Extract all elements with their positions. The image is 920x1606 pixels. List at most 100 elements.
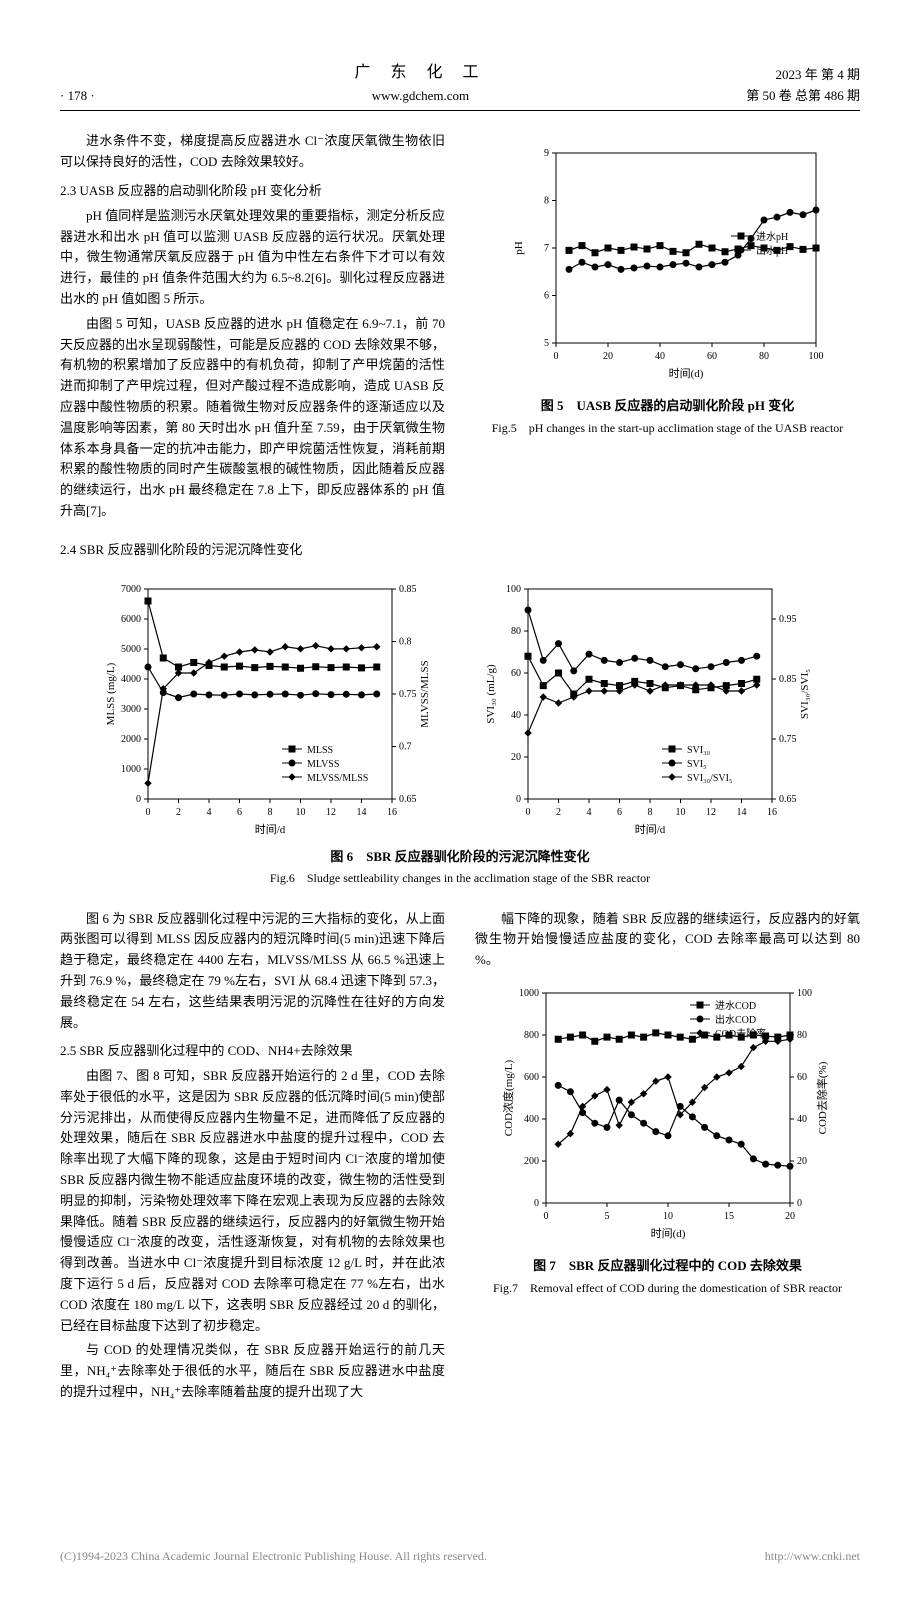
chart-fig6-left: 0246810121416010002000300040005000600070… <box>100 579 440 839</box>
svg-text:时间/d: 时间/d <box>255 823 286 836</box>
fig6-caption-cn: 图 6 SBR 反应器驯化阶段的污泥沉降性变化 <box>60 847 860 868</box>
svg-text:5: 5 <box>604 1211 609 1222</box>
svg-text:0: 0 <box>516 794 521 805</box>
svg-text:100: 100 <box>808 351 823 362</box>
svg-text:SVI₃₀ (mL/g): SVI₃₀ (mL/g) <box>485 664 497 724</box>
svg-text:20: 20 <box>603 351 613 362</box>
figure-6-charts: 0246810121416010002000300040005000600070… <box>60 579 860 839</box>
journal-title: 广 东 化 工 <box>95 60 747 86</box>
svg-text:20: 20 <box>797 1156 807 1167</box>
svg-text:1000: 1000 <box>519 988 539 999</box>
svg-text:6: 6 <box>544 291 549 302</box>
svg-text:600: 600 <box>524 1072 539 1083</box>
svg-text:0: 0 <box>136 794 141 805</box>
svg-text:14: 14 <box>737 807 747 818</box>
svg-text:8: 8 <box>268 807 273 818</box>
svg-text:100: 100 <box>797 988 812 999</box>
fig7-caption-cn: 图 7 SBR 反应器驯化过程中的 COD 去除效果 <box>475 1256 860 1277</box>
copyright: (C)1994-2023 China Academic Journal Elec… <box>60 1547 487 1566</box>
svg-text:2000: 2000 <box>121 734 141 745</box>
para3: 由图 5 可知，UASB 反应器的进水 pH 值稳定在 6.9~7.1，前 70… <box>60 314 445 522</box>
svg-text:进水pH: 进水pH <box>756 231 788 243</box>
vol-total: 第 50 卷 总第 486 期 <box>746 86 860 107</box>
svg-text:0.75: 0.75 <box>779 734 797 745</box>
svg-text:0: 0 <box>534 1198 539 1209</box>
para2: pH 值同样是监测污水厌氧处理效果的重要指标，测定分析反应器进水和出水 pH 值… <box>60 206 445 310</box>
fig6-captions: 图 6 SBR 反应器驯化阶段的污泥沉降性变化 Fig.6 Sludge set… <box>60 847 860 889</box>
svg-text:0: 0 <box>543 1211 548 1222</box>
svg-text:0.65: 0.65 <box>779 794 797 805</box>
svg-text:2: 2 <box>556 807 561 818</box>
svg-text:40: 40 <box>655 351 665 362</box>
svg-text:0: 0 <box>146 807 151 818</box>
svg-text:0: 0 <box>797 1198 802 1209</box>
svg-text:4000: 4000 <box>121 674 141 685</box>
svg-text:6: 6 <box>617 807 622 818</box>
svg-text:2: 2 <box>176 807 181 818</box>
svg-text:6000: 6000 <box>121 614 141 625</box>
sec23-title: 2.3 UASB 反应器的启动驯化阶段 pH 变化分析 <box>60 181 445 202</box>
svg-text:0.75: 0.75 <box>399 689 417 700</box>
svg-text:60: 60 <box>511 668 521 679</box>
fig7-caption-en: Fig.7 Removal effect of COD during the d… <box>475 1279 860 1298</box>
svg-text:时间(d): 时间(d) <box>650 1227 685 1240</box>
svg-text:60: 60 <box>797 1072 807 1083</box>
svg-text:0.85: 0.85 <box>779 674 797 685</box>
svg-text:0.85: 0.85 <box>399 584 417 595</box>
svg-text:12: 12 <box>706 807 716 818</box>
svg-text:400: 400 <box>524 1114 539 1125</box>
svg-text:20: 20 <box>511 752 521 763</box>
svg-text:9: 9 <box>544 148 549 159</box>
sec25-title: 2.5 SBR 反应器驯化过程中的 COD、NH4+去除效果 <box>60 1041 445 1062</box>
svg-text:1000: 1000 <box>121 764 141 775</box>
svg-text:0.65: 0.65 <box>399 794 417 805</box>
svg-text:COD去除率(%): COD去除率(%) <box>815 1061 829 1134</box>
sec24-title: 2.4 SBR 反应器驯化阶段的污泥沉降性变化 <box>60 540 445 561</box>
para7: 幅下降的现象，随着 SBR 反应器的继续运行，反应器内的好氧微生物开始慢慢适应盐… <box>475 909 860 971</box>
svg-text:进水COD: 进水COD <box>715 1000 756 1012</box>
svg-text:12: 12 <box>326 807 336 818</box>
svg-text:MLSS: MLSS <box>307 745 333 756</box>
right-column-top: 02040608010056789时间(d)pH进水pH出水pH 图 5 UAS… <box>475 131 860 564</box>
svg-text:4: 4 <box>587 807 592 818</box>
svg-text:SVI₃₀/SVI₅: SVI₃₀/SVI₅ <box>687 773 732 784</box>
svg-text:SVI₃₀/SVI₅: SVI₃₀/SVI₅ <box>799 668 811 718</box>
svg-text:40: 40 <box>511 710 521 721</box>
svg-text:8: 8 <box>648 807 653 818</box>
footer: (C)1994-2023 China Academic Journal Elec… <box>60 1547 860 1566</box>
svg-text:100: 100 <box>506 584 521 595</box>
svg-text:0: 0 <box>526 807 531 818</box>
chart-fig6-right: 0 2 4 6 8 10 12 14 16 0 20 40 60 80 100 0.65 0.75 0.85 0.9… <box>480 579 820 839</box>
para5: 由图 7、图 8 可知，SBR 反应器开始运行的 2 d 里，COD 去除率处于… <box>60 1066 445 1336</box>
svg-text:8: 8 <box>544 196 549 207</box>
journal-url: www.gdchem.com <box>95 86 747 107</box>
svg-text:3000: 3000 <box>121 704 141 715</box>
page-header: · 178 · 广 东 化 工 www.gdchem.com 2023 年 第 … <box>60 60 860 111</box>
svg-text:SVI₅: SVI₅ <box>687 759 707 770</box>
svg-text:0.95: 0.95 <box>779 614 797 625</box>
svg-text:10: 10 <box>296 807 306 818</box>
svg-text:MLVSS/MLSS: MLVSS/MLSS <box>419 660 431 727</box>
svg-text:80: 80 <box>511 626 521 637</box>
svg-text:COD浓度(mg/L): COD浓度(mg/L) <box>501 1059 515 1136</box>
svg-text:800: 800 <box>524 1030 539 1041</box>
svg-text:10: 10 <box>676 807 686 818</box>
svg-text:时间(d): 时间(d) <box>668 367 703 380</box>
svg-text:MLVSS/MLSS: MLVSS/MLSS <box>307 773 368 784</box>
year-issue: 2023 年 第 4 期 <box>746 65 860 86</box>
svg-text:16: 16 <box>767 807 777 818</box>
svg-text:200: 200 <box>524 1156 539 1167</box>
svg-text:20: 20 <box>785 1211 795 1222</box>
journal-header: 广 东 化 工 www.gdchem.com <box>95 60 747 106</box>
fig6-caption-en: Fig.6 Sludge settleability changes in th… <box>60 869 860 888</box>
svg-text:80: 80 <box>759 351 769 362</box>
chart-fig5: 02040608010056789时间(d)pH进水pH出水pH <box>508 143 828 383</box>
figure-5: 02040608010056789时间(d)pH进水pH出水pH 图 5 UAS… <box>475 143 860 438</box>
svg-text:60: 60 <box>707 351 717 362</box>
svg-text:0.8: 0.8 <box>399 636 412 647</box>
svg-text:pH: pH <box>513 242 525 256</box>
svg-text:14: 14 <box>357 807 367 818</box>
svg-text:MLSS (mg/L): MLSS (mg/L) <box>105 662 117 725</box>
svg-text:4: 4 <box>207 807 212 818</box>
figure-7: 0510152002004006008001000020406080100时间(… <box>475 983 860 1298</box>
